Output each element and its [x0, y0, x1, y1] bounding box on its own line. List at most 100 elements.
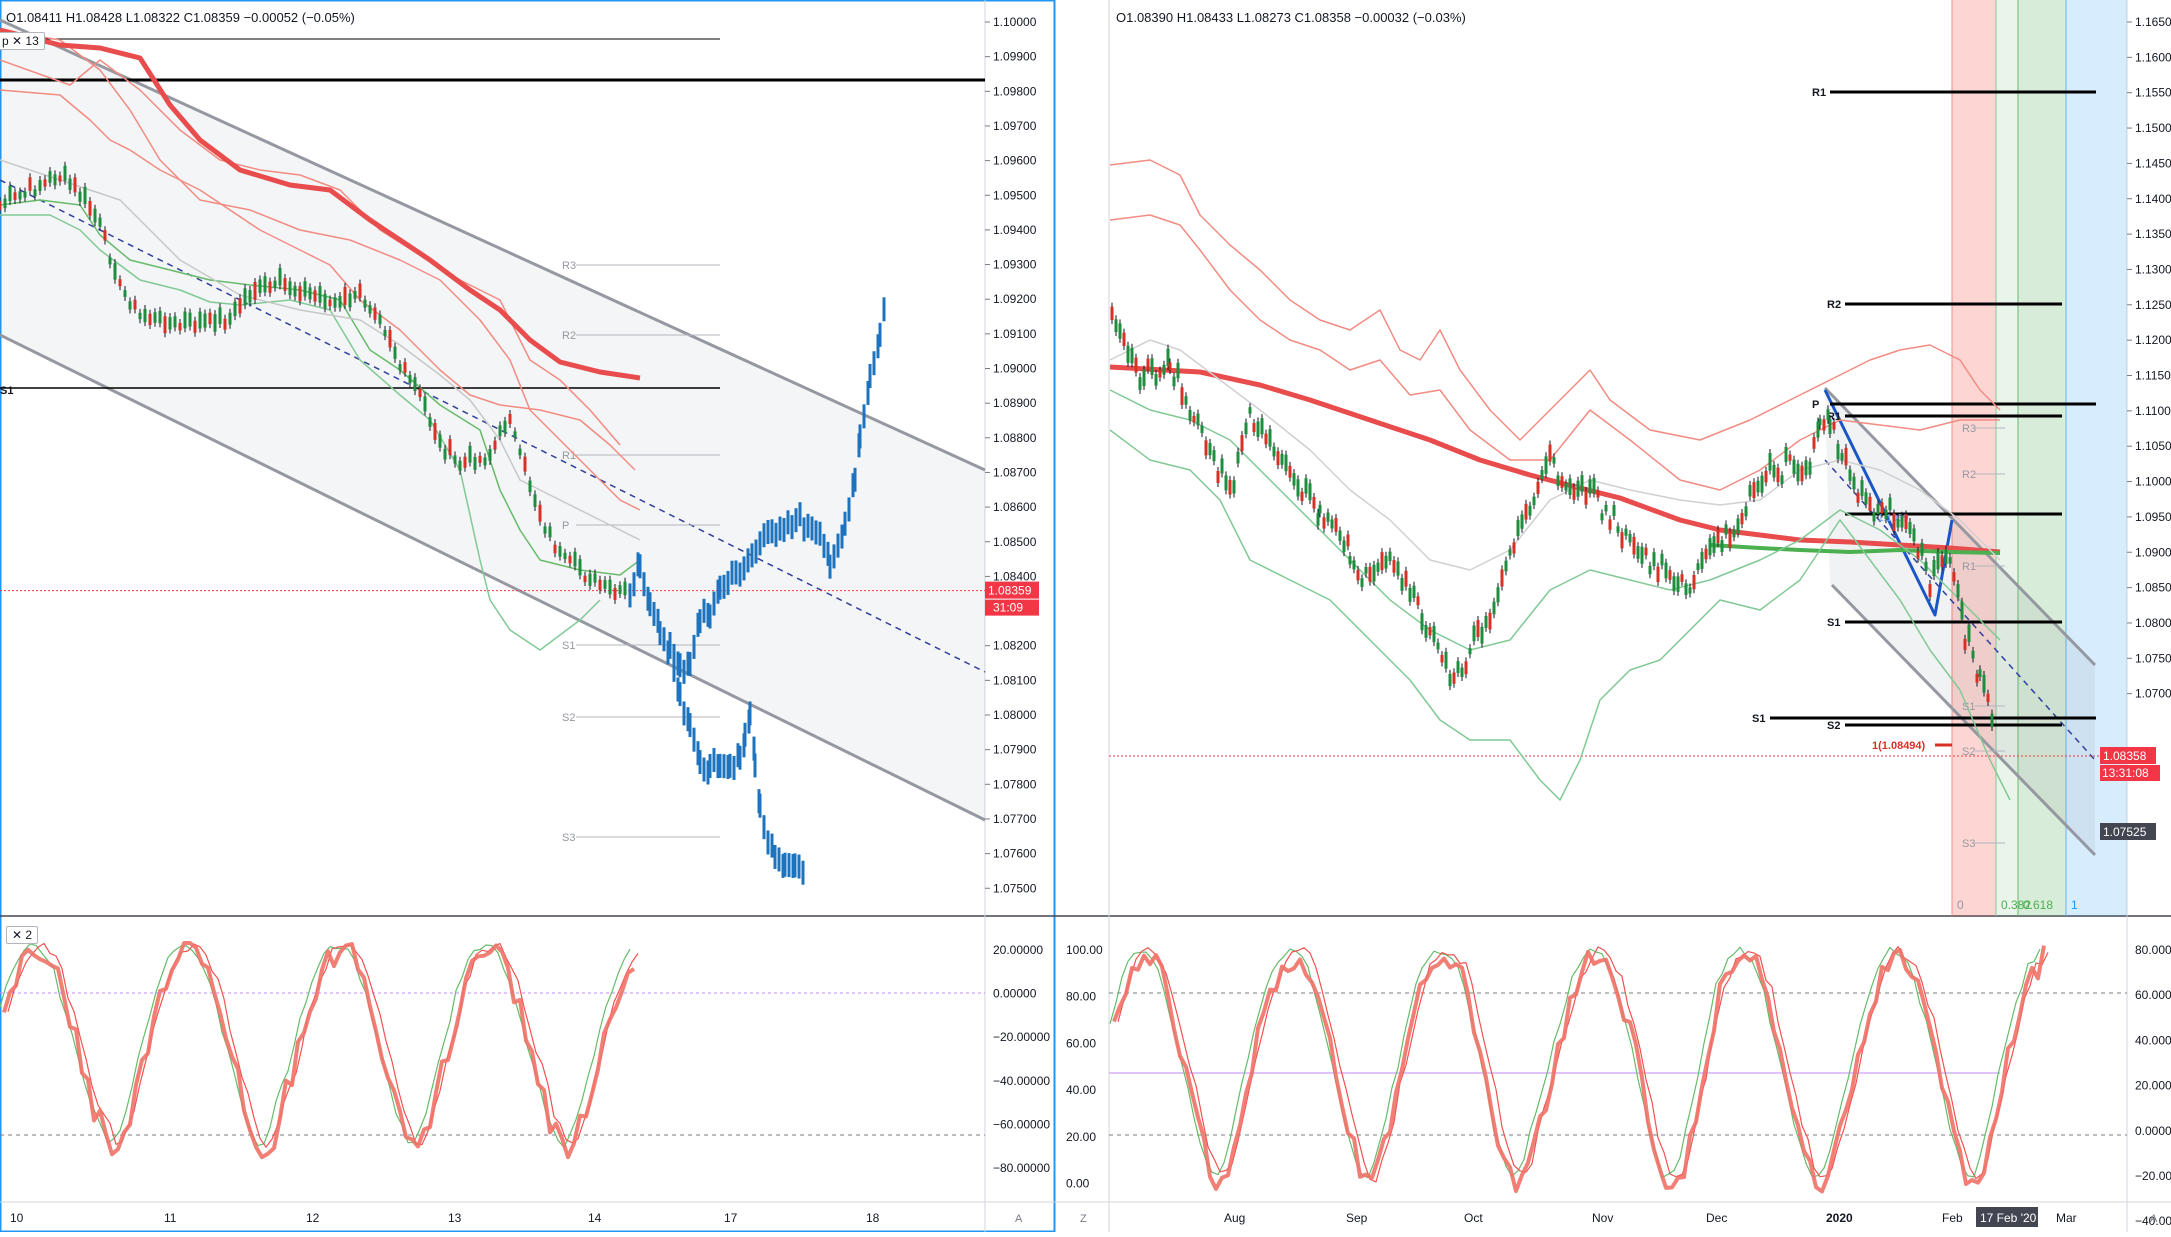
left-price-tick-label: 1.07700 [993, 812, 1037, 826]
left-blue-bar [676, 677, 680, 702]
left-indicator-badge[interactable]: p ✕ 13 [0, 32, 45, 50]
right-candle-body [1652, 552, 1656, 567]
left-time-tick-label: 11 [164, 1211, 177, 1225]
right-candle-body [1264, 433, 1268, 445]
right-price-tick-label: 1.08500 [2135, 581, 2171, 595]
right-price-tick-label: 1.12500 [2135, 298, 2171, 312]
left-blue-bar [698, 609, 702, 634]
right-candle-body [1822, 419, 1826, 431]
right-candle-body [1971, 650, 1975, 659]
left-candle-body [503, 420, 507, 433]
left-candle-body [588, 573, 592, 586]
left-price-tick-label: 1.09700 [993, 119, 1037, 133]
left-candle-body [373, 307, 377, 320]
left-blue-bar [702, 757, 706, 782]
left-blue-bar [774, 522, 778, 547]
left-blue-bar [696, 741, 700, 766]
fib-zone-red [1952, 0, 1996, 916]
right-osc-right-tick-label: 60.00000 [2135, 988, 2171, 1002]
right-candle-body [1166, 348, 1170, 367]
left-blue-bar [730, 560, 734, 585]
left-blue-bar [810, 516, 814, 541]
left-candle-body [543, 526, 547, 534]
left-bb-red-mid [0, 59, 621, 446]
right-candle-body [1564, 483, 1568, 491]
left-osc-tick-label: −60.00000 [993, 1117, 1050, 1131]
left-oscillator-badge[interactable]: ✕ 2 [6, 926, 39, 944]
left-candle-body [228, 312, 232, 325]
left-blue-bar [770, 519, 774, 544]
left-blue-bar [766, 519, 770, 544]
right-candle-body [1636, 546, 1640, 559]
right-candle-body [1272, 446, 1276, 457]
right-candle-body [1756, 480, 1760, 493]
right-time-tick-label: Nov [1592, 1211, 1613, 1225]
right-candle-body [1444, 651, 1448, 669]
left-blue-bar [794, 508, 798, 533]
right-candle-body [1326, 512, 1330, 522]
left-candle-body [118, 279, 122, 287]
left-candle-body [583, 575, 587, 583]
left-price-tick-label: 1.09200 [993, 292, 1037, 306]
right-candle-body [1240, 435, 1244, 452]
left-candle-body [183, 311, 187, 329]
left-blue-bar [668, 632, 672, 657]
left-candle-body [38, 180, 42, 191]
right-candle-body [1592, 477, 1596, 494]
right-candle-body [1584, 490, 1588, 505]
right-candle-body [1428, 627, 1432, 636]
right-candle-body [1616, 526, 1620, 533]
left-blue-bar [642, 572, 646, 597]
fib-target-label: 1(1.08494) [1872, 740, 1926, 752]
right-candle-body [1852, 476, 1856, 490]
right-candle-body [1420, 613, 1424, 631]
right-candle-body [1808, 461, 1812, 475]
right-candle-body [1940, 555, 1944, 568]
right-candle-body [1840, 453, 1844, 461]
cursor-date-bg [1976, 1207, 2038, 1227]
left-candle-body [468, 445, 472, 463]
left-blue-bar [696, 612, 700, 637]
right-candle-body [1300, 491, 1304, 502]
right-candle-body [1408, 587, 1412, 602]
right-candle-body [1338, 530, 1342, 541]
right-osc-left-tick-label: 100.00 [1066, 943, 1103, 957]
left-candle-body [348, 293, 352, 308]
left-blue-bar [632, 572, 636, 597]
left-candle-body [453, 455, 457, 464]
right-candle-body [1544, 456, 1548, 474]
right-candle-body [1200, 425, 1204, 433]
right-candle-body [1720, 540, 1724, 552]
right-candle-body [1960, 601, 1964, 620]
left-blue-bar [793, 853, 797, 878]
right-candle-body [1936, 551, 1940, 570]
right-candle-body [1312, 497, 1316, 509]
right-candle-body [1656, 566, 1660, 583]
left-blue-bar [722, 754, 726, 779]
right-candle-body [1388, 551, 1392, 562]
left-candle-body [283, 278, 287, 291]
right-candle-body [1884, 509, 1888, 520]
right-candle-body [1628, 534, 1632, 543]
left-blue-bar [754, 539, 758, 564]
left-blue-bar [742, 556, 746, 581]
left-blue-bar [688, 713, 692, 738]
left-candle-body [23, 191, 27, 198]
left-blue-bar [718, 575, 722, 600]
left-blue-bar [726, 755, 730, 780]
left-candle-body [188, 312, 192, 327]
right-candle-body [1612, 505, 1616, 516]
right-candle-body [1772, 464, 1776, 478]
left-candle-body [518, 448, 522, 456]
left-candle-body [88, 201, 92, 216]
right-price-tick-label: 1.16500 [2135, 15, 2171, 29]
left-candle-body [308, 287, 312, 300]
right-candle-body [1468, 648, 1472, 655]
left-blue-bar [806, 513, 810, 538]
right-candle-body [1948, 557, 1952, 564]
right-candle-body [1792, 459, 1796, 474]
right-candle-body [1990, 713, 1994, 728]
right-time-tick-label: Sep [1346, 1211, 1368, 1225]
left-blue-bar [728, 753, 732, 778]
